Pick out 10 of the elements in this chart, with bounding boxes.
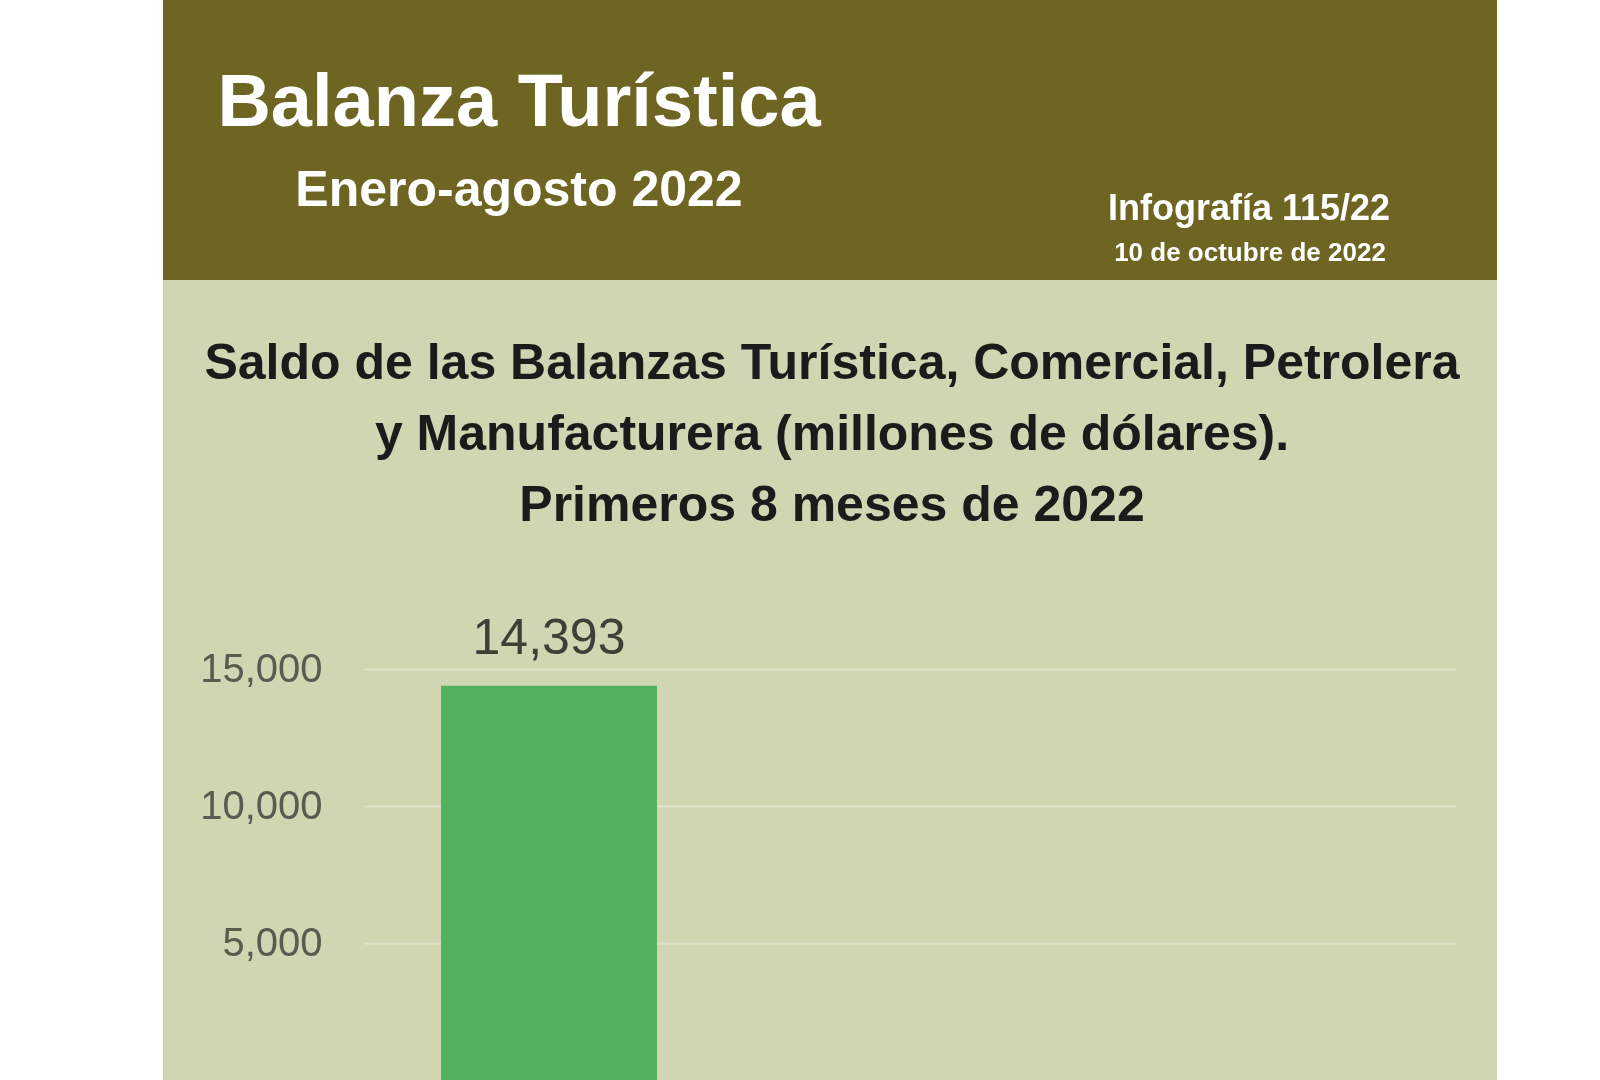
data-label: 14,393 — [472, 608, 626, 665]
text: Primeros 8 meses de 2022 — [518, 475, 1146, 534]
text: 10 de octubre de 2022 — [1113, 237, 1387, 267]
y-tick-label: 10,000 — [200, 782, 323, 827]
y-tick-label: 15,000 — [200, 645, 323, 690]
text: Infografía 115/22 — [1106, 187, 1392, 228]
text: Saldo de las Balanzas Turística, Comercial, Petrolera y Manufacturera (millones de dólares). — [203, 333, 1461, 463]
chart-title: Balanza Turística — [216, 59, 822, 142]
chart-subtitle: Enero-agosto 2022 — [294, 161, 744, 217]
y-tick-label: 5,000 — [222, 919, 323, 964]
